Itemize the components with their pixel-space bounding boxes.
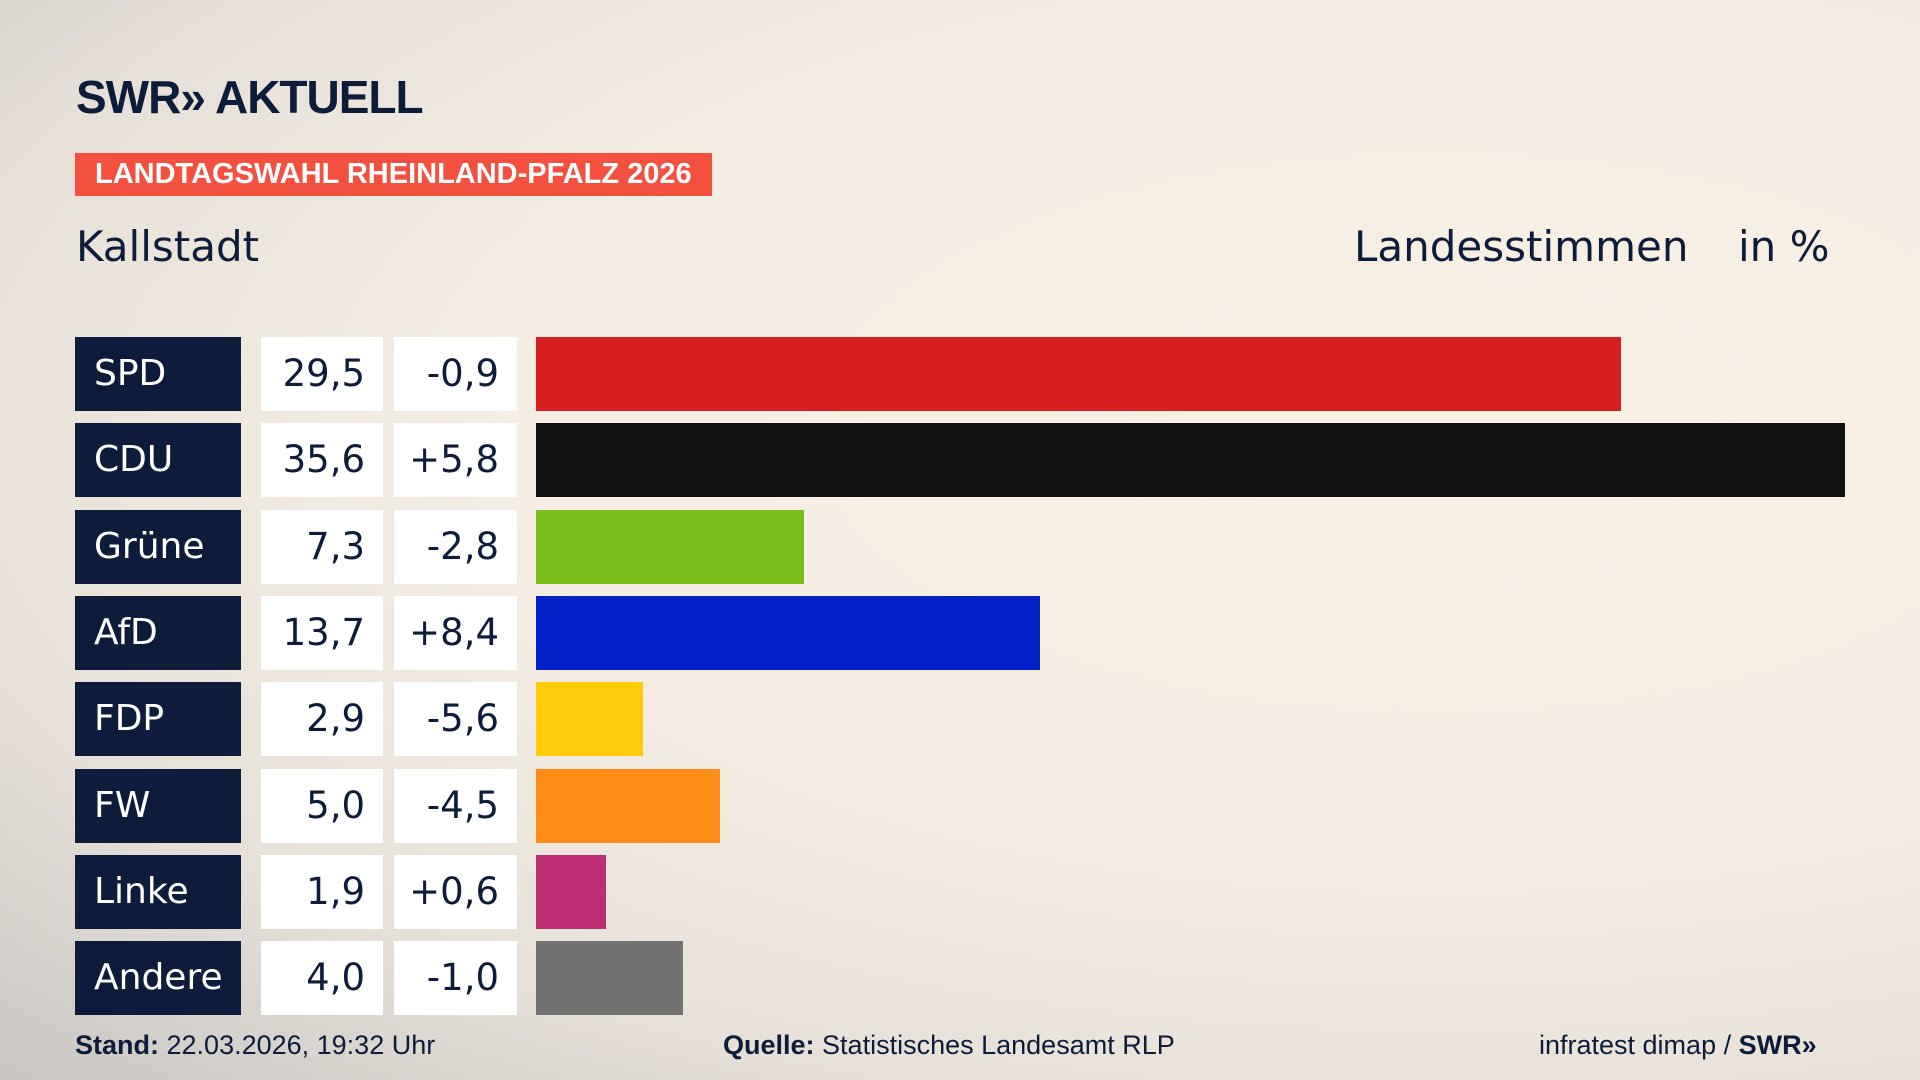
- party-label: Andere: [75, 941, 241, 1016]
- bar: [536, 337, 1621, 411]
- diff-label: -1,0: [394, 941, 517, 1016]
- diff-label: +8,4: [394, 595, 517, 670]
- value-label: 5,0: [261, 768, 383, 843]
- diff-label: +0,6: [394, 854, 517, 929]
- party-label: AfD: [75, 595, 241, 670]
- diff-label: -4,5: [394, 768, 517, 843]
- source-label: Quelle:: [723, 1030, 815, 1060]
- value-label: 2,9: [261, 682, 383, 757]
- bar: [536, 854, 606, 929]
- bar: [536, 509, 805, 584]
- value-label: 4,0: [261, 941, 383, 1016]
- swr-logo: SWR»: [1738, 1030, 1817, 1060]
- bar: [536, 682, 643, 757]
- party-label: Linke: [75, 854, 241, 929]
- measure-label: Landesstimmen: [1354, 222, 1689, 271]
- party-label: CDU: [75, 423, 241, 498]
- value-label: 13,7: [261, 595, 383, 670]
- stand-value: 22.03.2026, 19:32 Uhr: [166, 1030, 436, 1060]
- election-banner: LANDTAGSWAHL RHEINLAND-PFALZ 2026: [75, 153, 712, 196]
- credit: infratest dimap / SWR»: [1539, 1030, 1817, 1061]
- value-label: 1,9: [261, 854, 383, 929]
- bar: [536, 423, 1845, 498]
- value-label: 7,3: [261, 509, 383, 584]
- bar: [536, 941, 684, 1016]
- diff-label: -2,8: [394, 509, 517, 584]
- stand-label: Stand:: [75, 1030, 159, 1060]
- place-title: Kallstadt: [76, 222, 260, 271]
- party-label: FDP: [75, 682, 241, 757]
- bar: [536, 768, 720, 843]
- source: Quelle: Statistisches Landesamt RLP: [723, 1030, 1175, 1061]
- swr-aktuell-logo: SWR» AKTUELL: [76, 71, 424, 123]
- party-label: SPD: [75, 337, 241, 411]
- party-label: Grüne: [75, 509, 241, 584]
- value-label: 29,5: [261, 337, 383, 411]
- bar: [536, 595, 1040, 670]
- diff-label: -0,9: [394, 337, 517, 411]
- value-label: 35,6: [261, 423, 383, 498]
- diff-label: +5,8: [394, 423, 517, 498]
- diff-label: -5,6: [394, 682, 517, 757]
- timestamp: Stand: 22.03.2026, 19:32 Uhr: [75, 1030, 435, 1061]
- source-value: Statistisches Landesamt RLP: [822, 1030, 1175, 1060]
- credit-text: infratest dimap /: [1539, 1030, 1739, 1060]
- party-label: FW: [75, 768, 241, 843]
- unit-label: in %: [1738, 222, 1830, 271]
